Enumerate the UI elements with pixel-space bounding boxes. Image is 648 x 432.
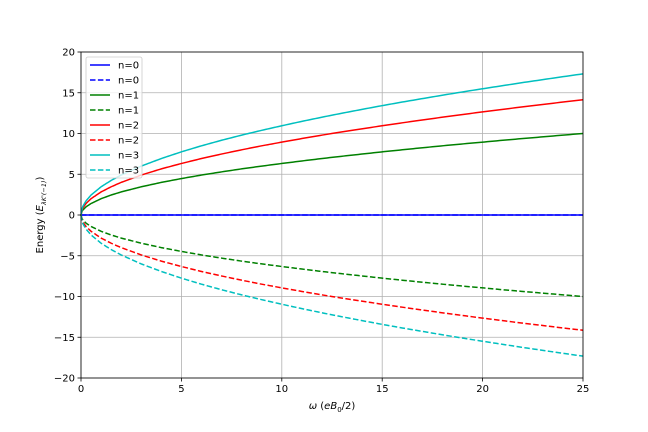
legend: n=0 n=0 n=1 n=1 n=2 n=2 n=3 n=3 <box>85 56 143 179</box>
legend-label: n=1 <box>118 91 139 102</box>
y-tick-label: 0 <box>69 211 75 222</box>
y-tick-label: 15 <box>62 88 75 99</box>
legend-label: n=0 <box>118 61 139 72</box>
y-axis-label: Energy (EλK'(−1)) <box>35 176 48 253</box>
x-tick-label: 15 <box>376 384 389 395</box>
y-tick-label: −20 <box>54 374 75 385</box>
legend-label: n=3 <box>118 166 139 177</box>
legend-label: n=2 <box>118 121 139 132</box>
y-tick-label: −10 <box>54 292 75 303</box>
x-tick-label: 20 <box>476 384 489 395</box>
y-tick-label: −15 <box>54 333 75 344</box>
y-tick-label: −5 <box>60 251 75 262</box>
y-tick-label: 10 <box>62 129 75 140</box>
series-line-n2-solid <box>80 99 584 216</box>
legend-label: n=2 <box>118 136 139 147</box>
series-line-n1-solid <box>80 132 584 216</box>
series-line-n1-dashed <box>80 214 584 298</box>
x-tick-label: 25 <box>577 384 590 395</box>
legend-label: n=3 <box>118 151 139 162</box>
legend-box <box>85 56 143 179</box>
series-line-n3-solid <box>80 73 584 216</box>
axis-ticks: 0 5 10 15 20 25 −20 −15 −10 −5 0 5 10 15 20 <box>54 48 589 396</box>
x-tick-label: 5 <box>178 384 184 395</box>
x-axis-label: ω (eB0/2) <box>309 401 356 414</box>
series-line-n3-dashed <box>80 214 584 357</box>
series-line-n2-dashed <box>80 214 584 331</box>
y-tick-label: 5 <box>69 170 75 181</box>
x-tick-label: 0 <box>78 384 84 395</box>
legend-label: n=0 <box>118 76 139 87</box>
series-lines <box>80 73 584 357</box>
x-tick-label: 10 <box>275 384 288 395</box>
legend-label: n=1 <box>118 106 139 117</box>
y-tick-label: 20 <box>62 48 75 59</box>
